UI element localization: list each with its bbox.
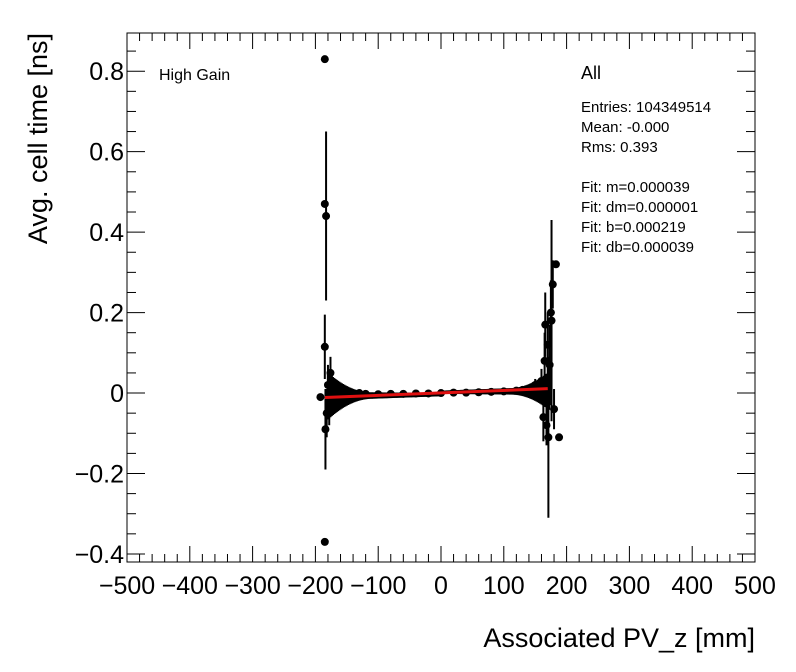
stats-mean: Mean: -0.000 <box>581 119 669 136</box>
stats-title: All <box>581 63 601 83</box>
stats-fit-b: Fit: b=0.000219 <box>581 219 686 236</box>
stats-fit-dm: Fit: dm=0.000001 <box>581 199 698 216</box>
data-point <box>544 433 553 442</box>
stats-fit-m: Fit: m=0.000039 <box>581 179 690 196</box>
data-point <box>551 260 560 269</box>
data-point <box>322 212 331 221</box>
data-point <box>547 316 556 325</box>
stats-entries: Entries: 104349514 <box>581 99 711 116</box>
x-axis-label: Associated PV_z [mm] <box>483 623 755 653</box>
stats-fit-db: Fit: db=0.000039 <box>581 239 694 256</box>
x-tick-label: 500 <box>734 572 776 600</box>
fit-line-group <box>324 387 548 399</box>
stats-rms: Rms: 0.393 <box>581 139 658 156</box>
x-tick-labels: −500 −400 −300 −200 −100 0 100 200 300 400 500 <box>99 572 776 600</box>
data-point <box>321 425 330 434</box>
data-point <box>539 413 548 422</box>
y-tick-label: 0.6 <box>89 139 124 167</box>
data-point <box>320 199 329 208</box>
y-tick-labels: −0.4 −0.2 0 0.2 0.4 0.6 0.8 <box>75 58 124 569</box>
y-axis-label: Avg. cell time [ns] <box>23 33 53 244</box>
x-tick-label: −200 <box>287 572 343 600</box>
data-point <box>326 368 335 377</box>
data-point <box>537 376 546 385</box>
data-point <box>320 55 329 64</box>
y-tick-label: 0.4 <box>89 219 124 247</box>
label-high-gain: High Gain <box>159 67 230 84</box>
x-tick-label: −300 <box>224 572 280 600</box>
x-tick-label: 300 <box>609 572 651 600</box>
y-tick-label: −0.2 <box>75 460 124 488</box>
x-tick-label: 0 <box>434 572 448 600</box>
y-tick-label: 0 <box>110 380 124 408</box>
data-point <box>330 385 339 394</box>
y-tick-label: 0.2 <box>89 300 124 328</box>
fit-line <box>324 387 548 399</box>
data-point <box>555 433 564 442</box>
data-point <box>316 393 325 402</box>
data-point <box>548 280 557 289</box>
y-tick-label: 0.8 <box>89 58 124 86</box>
x-tick-label: 400 <box>671 572 713 600</box>
plot-frame <box>126 32 756 563</box>
x-tick-label: 200 <box>546 572 588 600</box>
x-tick-label: −400 <box>162 572 218 600</box>
x-tick-label: −100 <box>350 572 406 600</box>
x-tick-label: −500 <box>99 572 155 600</box>
y-tick-label: −0.4 <box>75 541 124 569</box>
data-point <box>320 342 329 351</box>
data-point <box>550 405 559 414</box>
data-point <box>320 537 329 546</box>
x-tick-label: 100 <box>483 572 525 600</box>
